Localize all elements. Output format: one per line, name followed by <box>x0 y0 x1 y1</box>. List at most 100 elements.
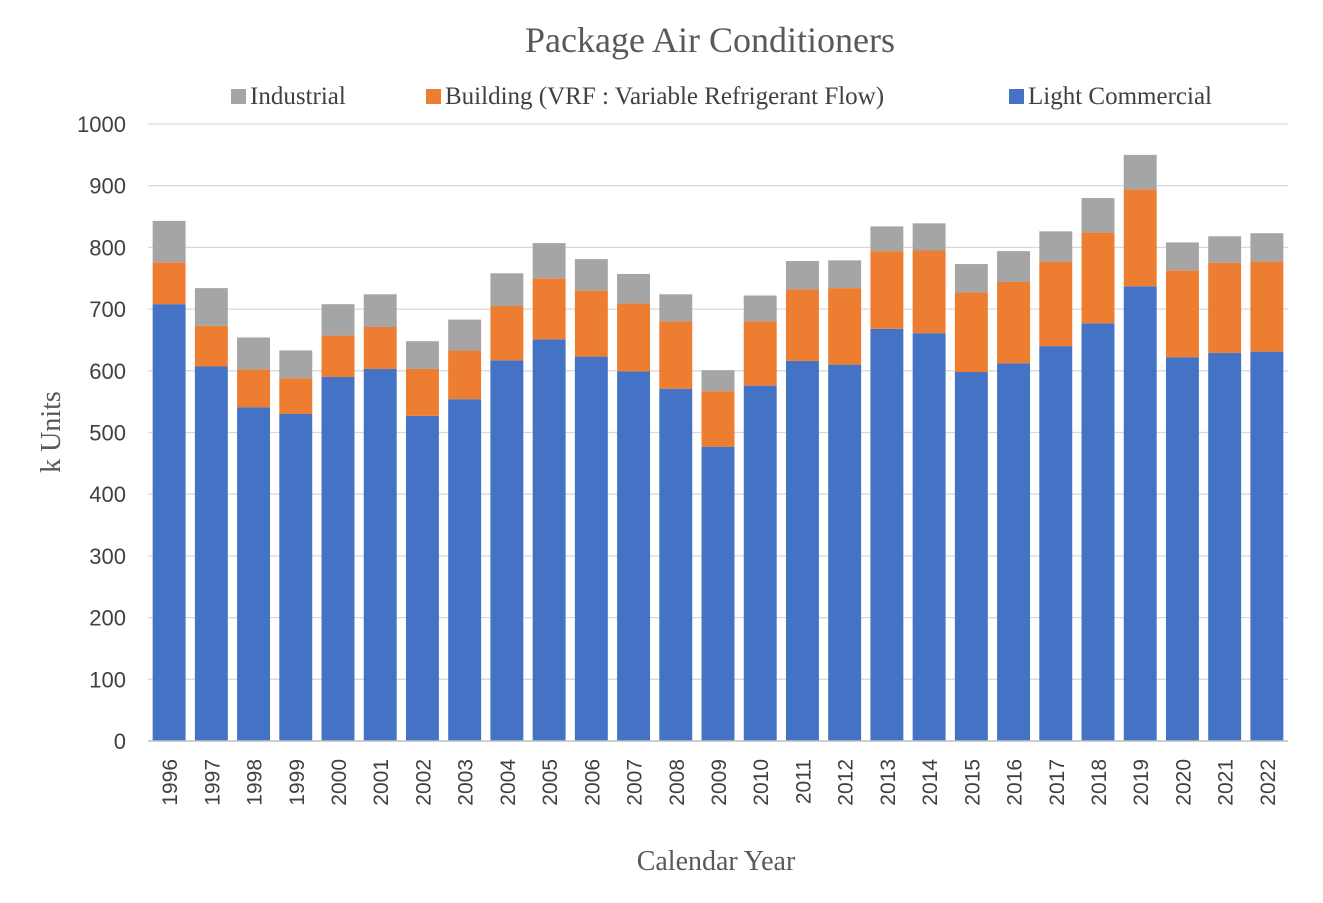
y-tick-label: 0 <box>114 729 126 754</box>
x-tick-label: 2012 <box>835 759 858 806</box>
x-tick-label: 2020 <box>1172 759 1195 806</box>
bar-2005-building <box>532 278 566 340</box>
bar-2004-industrial <box>490 273 524 307</box>
bar-2000-building <box>321 335 355 377</box>
x-tick-label: 2007 <box>624 759 647 806</box>
bar-2013-building <box>870 251 904 329</box>
bar-1996-building <box>152 262 186 305</box>
x-tick-label: 1998 <box>244 759 267 806</box>
bar-1997-light <box>194 366 228 741</box>
bar-2010-industrial <box>743 295 777 322</box>
bar-1998-building <box>237 369 271 408</box>
bar-2001-industrial <box>363 294 397 327</box>
legend-label: Industrial <box>250 83 346 110</box>
y-tick-label: 600 <box>89 359 126 384</box>
bar-2020-industrial <box>1165 242 1199 271</box>
bar-2016-industrial <box>997 251 1031 282</box>
x-tick-label: 2016 <box>1004 759 1027 806</box>
bar-2015-building <box>954 292 988 373</box>
bar-2015-industrial <box>954 264 988 293</box>
bar-2012-industrial <box>828 260 862 289</box>
y-tick-label: 500 <box>89 421 126 446</box>
bar-2006-light <box>574 356 608 741</box>
x-tick-label: 2010 <box>750 759 773 806</box>
bar-2022-light <box>1250 351 1284 741</box>
bar-2005-industrial <box>532 243 566 279</box>
x-axis-ticks: 1996 1997 1998 1999 2000 2001 2002 2003 2004 2005… <box>159 759 1280 806</box>
bar-2018-light <box>1081 323 1115 741</box>
y-axis-title: k Units <box>36 391 67 473</box>
bar-2007-industrial <box>617 273 651 304</box>
bar-1999-building <box>279 378 313 414</box>
x-tick-label: 2005 <box>539 759 562 806</box>
bar-2012-light <box>828 364 862 741</box>
bar-2013-industrial <box>870 226 904 252</box>
bar-2019-building <box>1123 189 1157 287</box>
chart-title: Package Air Conditioners <box>525 20 895 60</box>
bar-1998-industrial <box>237 337 271 370</box>
x-tick-label: 2015 <box>961 759 984 806</box>
bar-2012-building <box>828 288 862 365</box>
bar-2014-light <box>912 333 946 741</box>
bar-2017-building <box>1039 261 1073 347</box>
y-tick-label: 700 <box>89 297 126 322</box>
legend-swatch <box>1009 89 1024 104</box>
bar-2017-light <box>1039 346 1073 741</box>
bar-2009-industrial <box>701 370 735 392</box>
x-tick-label: 2009 <box>708 759 731 806</box>
y-tick-label: 200 <box>89 606 126 631</box>
bar-2007-building <box>617 303 651 372</box>
x-tick-label: 1996 <box>159 759 182 806</box>
bar-2003-industrial <box>448 319 482 351</box>
x-tick-label: 2021 <box>1215 759 1238 806</box>
bar-2021-industrial <box>1208 236 1242 263</box>
bar-2019-light <box>1123 286 1157 741</box>
bar-2016-building <box>997 281 1031 364</box>
bar-2020-building <box>1165 270 1199 358</box>
bar-1999-industrial <box>279 350 313 379</box>
legend-swatch <box>231 89 246 104</box>
x-tick-label: 2001 <box>370 759 393 806</box>
bar-2007-light <box>617 371 651 741</box>
legend-label: Building (VRF : Variable Refrigerant Flo… <box>445 83 884 110</box>
bar-2011-light <box>785 360 819 741</box>
bar-2014-building <box>912 250 946 334</box>
x-tick-label: 2014 <box>919 759 942 806</box>
bar-2002-building <box>405 368 439 416</box>
bar-2013-light <box>870 328 904 741</box>
x-tick-label: 1999 <box>286 759 309 806</box>
bar-2022-building <box>1250 261 1284 352</box>
bar-2021-building <box>1208 262 1242 353</box>
y-tick-label: 800 <box>89 235 126 260</box>
bar-2021-light <box>1208 352 1242 741</box>
bar-2014-industrial <box>912 223 946 251</box>
bar-2005-light <box>532 339 566 741</box>
bar-2003-building <box>448 350 482 400</box>
bar-2018-industrial <box>1081 198 1115 233</box>
bar-1998-light <box>237 407 271 741</box>
bars <box>152 154 1284 741</box>
bar-2011-building <box>785 289 819 361</box>
x-tick-label: 2019 <box>1130 759 1153 806</box>
bar-2004-building <box>490 306 524 361</box>
bar-2006-industrial <box>574 259 608 291</box>
bar-2010-light <box>743 385 777 741</box>
bar-2008-building <box>659 321 693 389</box>
bar-2004-light <box>490 360 524 741</box>
bar-2009-light <box>701 446 735 741</box>
legend: Industrial Building (VRF : Variable Refri… <box>231 83 1212 110</box>
y-tick-label: 400 <box>89 482 126 507</box>
bar-2018-building <box>1081 232 1115 324</box>
bar-2020-light <box>1165 357 1199 741</box>
bar-1999-light <box>279 413 313 741</box>
x-tick-label: 2000 <box>328 759 351 806</box>
legend-label: Light Commercial <box>1028 83 1212 110</box>
bar-1996-industrial <box>152 220 186 263</box>
y-tick-label: 100 <box>89 667 126 692</box>
bar-2008-light <box>659 388 693 741</box>
x-tick-label: 2018 <box>1088 759 1111 806</box>
x-tick-label: 2004 <box>497 759 520 806</box>
y-tick-label: 1000 <box>77 112 126 137</box>
y-axis-ticks: 0 100 200 300 400 500 600 700 800 900 1000 <box>77 112 126 754</box>
